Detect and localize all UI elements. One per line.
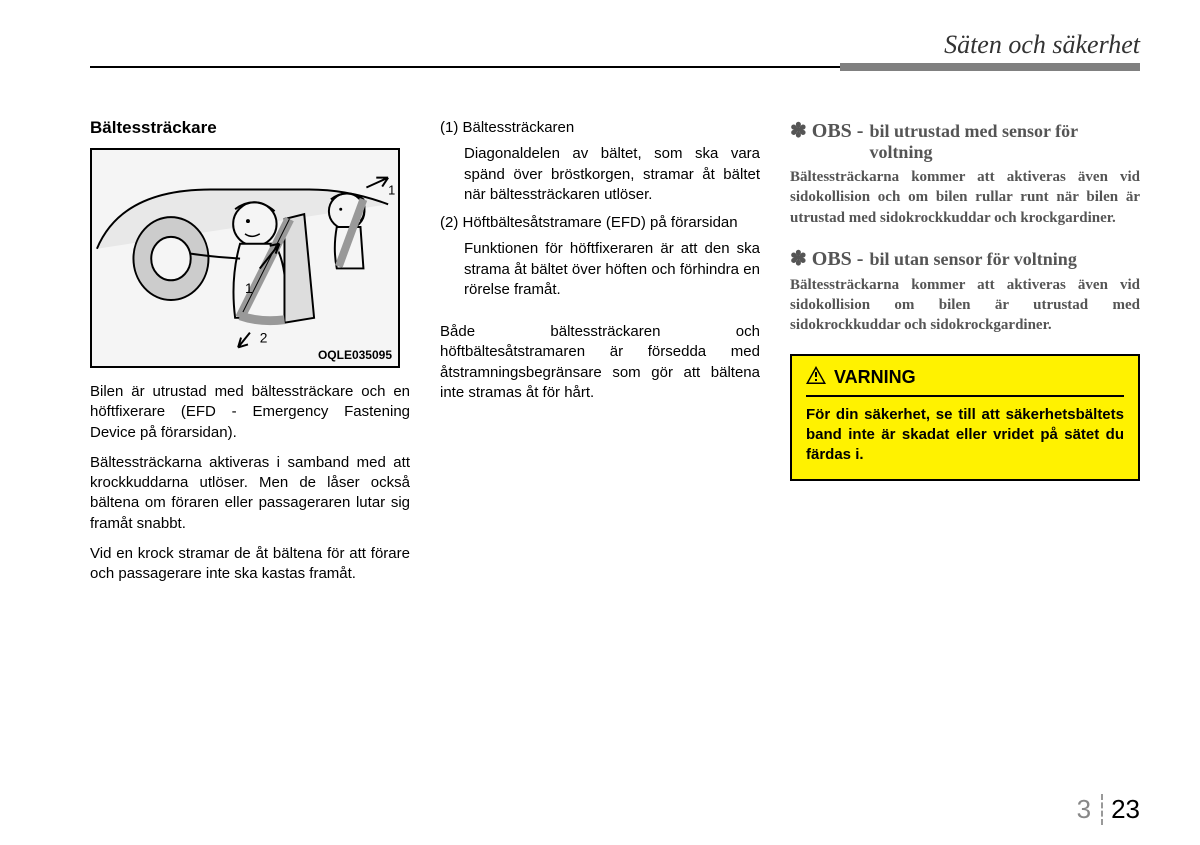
svg-text:1: 1 [388,182,395,197]
warning-box: VARNING För din säkerhet, se till att sä… [790,354,1140,482]
content-columns: Bältessträckare [90,118,1140,594]
obs2-subtitle: bil utan sensor för voltning [863,249,1076,270]
obs2-title: ✽ OBS - bil utan sensor för voltning [790,246,1140,271]
warning-header: VARNING [806,366,1124,397]
svg-text:1: 1 [245,280,253,296]
figure-code: OQLE035095 [318,348,392,362]
obs1-body: Bältessträckarna kommer att aktiveras äv… [790,167,1140,228]
column-3: ✽ OBS - bil utrustad med sensor för volt… [790,118,1140,594]
obs1-title: ✽ OBS - bil utrustad med sensor för volt… [790,118,1140,163]
warning-title: VARNING [834,367,916,388]
list-item-1-label: (1) Bältessträckaren [440,118,760,138]
illustration-svg: 1 2 1 [92,150,398,367]
obs1-subtitle: bil utrustad med sensor för voltning [863,121,1140,163]
warning-icon [806,366,826,389]
warning-body: För din säkerhet, se till att säkerhetsb… [806,405,1124,466]
svg-text:2: 2 [260,329,268,345]
obs2-body: Bältessträckarna kommer att aktiveras äv… [790,275,1140,336]
obs1-label: ✽ OBS - [790,118,863,143]
header-divider [90,66,1140,68]
list-item-2-label: (2) Höftbältesåtstramare (EFD) på förars… [440,213,760,233]
paragraph: Vid en krock stramar de åt bältena för a… [90,544,410,585]
paragraph: Bilen är utrustad med bältessträckare oc… [90,382,410,443]
page-number: 3 23 [1077,794,1140,825]
chapter-title: Säten och säkerhet [90,30,1140,60]
paragraph: Både bältessträckaren och höftbältesåtst… [440,322,760,403]
list-item-1-body: Diagonaldelen av bältet, som ska vara sp… [440,144,760,205]
obs2-label: ✽ OBS - [790,246,863,271]
seatbelt-illustration: 1 2 1 OQLE035095 [90,148,400,368]
manual-page: Säten och säkerhet Bältessträckare [0,0,1200,845]
column-1: Bältessträckare [90,118,410,594]
page-num: 23 [1103,794,1140,825]
column-2: (1) Bältessträckaren Diagonaldelen av bä… [440,118,760,594]
section-heading: Bältessträckare [90,118,410,138]
paragraph: Bältessträckarna aktiveras i samband med… [90,453,410,534]
chapter-number: 3 [1077,794,1103,825]
list-item-2-body: Funktionen för höftfixeraren är att den … [440,239,760,300]
